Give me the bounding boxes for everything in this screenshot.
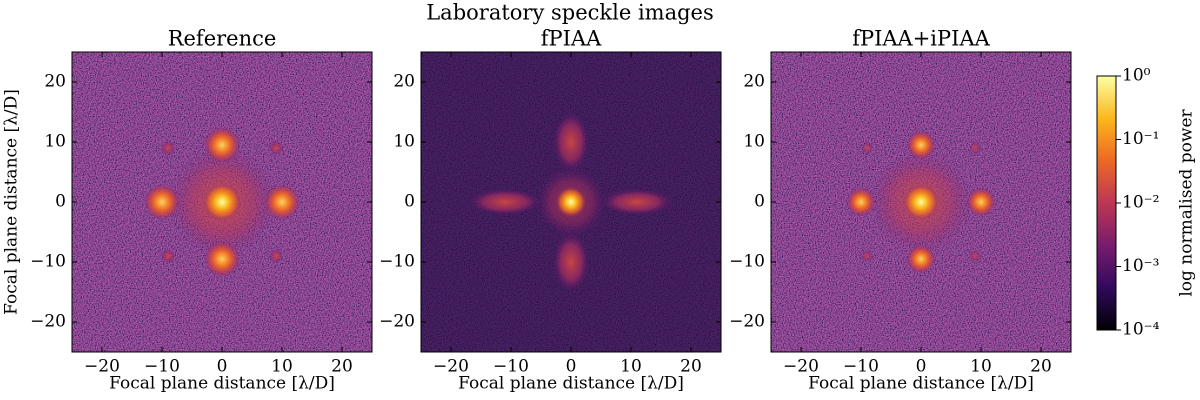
speckle [969, 250, 981, 262]
x-tick-label: 0 [916, 357, 927, 377]
x-tick-label: 20 [680, 357, 702, 377]
speckle [861, 250, 873, 262]
x-axis-label: Focal plane distance [λ/D] [458, 374, 684, 394]
speckle [903, 184, 939, 220]
panel-title: Reference [168, 27, 277, 51]
y-tick-label: 20 [743, 72, 765, 92]
x-tick-label: −10 [843, 357, 879, 377]
speckle [846, 187, 876, 217]
speckle [268, 140, 284, 156]
speckle-image [421, 52, 721, 352]
x-axis-label: Focal plane distance [λ/D] [109, 374, 335, 394]
speckle [906, 244, 936, 274]
x-tick-label: 0 [217, 357, 228, 377]
x-tick-label: −10 [144, 357, 180, 377]
x-tick-label: 20 [1030, 357, 1052, 377]
speckle [601, 188, 673, 216]
y-tick-label: 20 [44, 72, 66, 92]
speckle-image [771, 52, 1071, 352]
speckle [906, 130, 936, 160]
speckle [160, 140, 176, 156]
x-tick-label: 10 [970, 357, 992, 377]
speckle [160, 248, 176, 264]
y-tick-label: 0 [55, 192, 66, 212]
x-tick-label: 0 [566, 357, 577, 377]
y-tick-label: 0 [404, 192, 415, 212]
speckle [264, 184, 300, 220]
x-axis-label: Focal plane distance [λ/D] [808, 374, 1034, 394]
colorbar-tick-label: 10⁰ [1122, 66, 1151, 86]
x-tick-label: −20 [433, 357, 469, 377]
y-tick-label: −20 [729, 312, 765, 332]
speckle [969, 142, 981, 154]
y-tick-label: 0 [754, 192, 765, 212]
speckle-image [72, 52, 372, 352]
speckle [553, 232, 589, 292]
speckle [469, 188, 541, 216]
y-tick-label: 10 [743, 132, 765, 152]
speckle [966, 187, 996, 217]
y-tick-label: −10 [379, 252, 415, 272]
speckle [202, 182, 242, 222]
speckle [144, 184, 180, 220]
colorbar-tick-label: 10⁻³ [1122, 256, 1159, 276]
y-axis-label: Focal plane distance [λ/D] [2, 89, 22, 315]
x-tick-label: 10 [620, 357, 642, 377]
y-tick-label: 10 [44, 132, 66, 152]
colorbar-tick-label: 10⁻⁴ [1122, 320, 1160, 340]
x-tick-label: −20 [84, 357, 120, 377]
y-tick-label: −20 [30, 312, 66, 332]
x-tick-label: 20 [331, 357, 353, 377]
x-tick-label: −20 [783, 357, 819, 377]
x-tick-label: −10 [493, 357, 529, 377]
speckle [204, 241, 240, 277]
panel-title: fPIAA+iPIAA [852, 27, 990, 51]
panel-title: fPIAA [541, 27, 602, 51]
speckle [861, 142, 873, 154]
colorbar-label: log normalised power [1177, 108, 1197, 296]
x-tick-label: 10 [271, 357, 293, 377]
y-tick-label: 10 [393, 132, 415, 152]
speckle [268, 248, 284, 264]
speckle [555, 186, 587, 218]
suptitle: Laboratory speckle images [426, 1, 714, 25]
y-tick-label: −10 [729, 252, 765, 272]
speckle [204, 127, 240, 163]
colorbar-tick-label: 10⁻² [1122, 193, 1159, 213]
y-tick-label: −20 [379, 312, 415, 332]
y-tick-label: −10 [30, 252, 66, 272]
colorbar [1096, 75, 1117, 331]
speckle [553, 112, 589, 172]
colorbar-tick-label: 10⁻¹ [1122, 129, 1159, 149]
y-tick-label: 20 [393, 72, 415, 92]
